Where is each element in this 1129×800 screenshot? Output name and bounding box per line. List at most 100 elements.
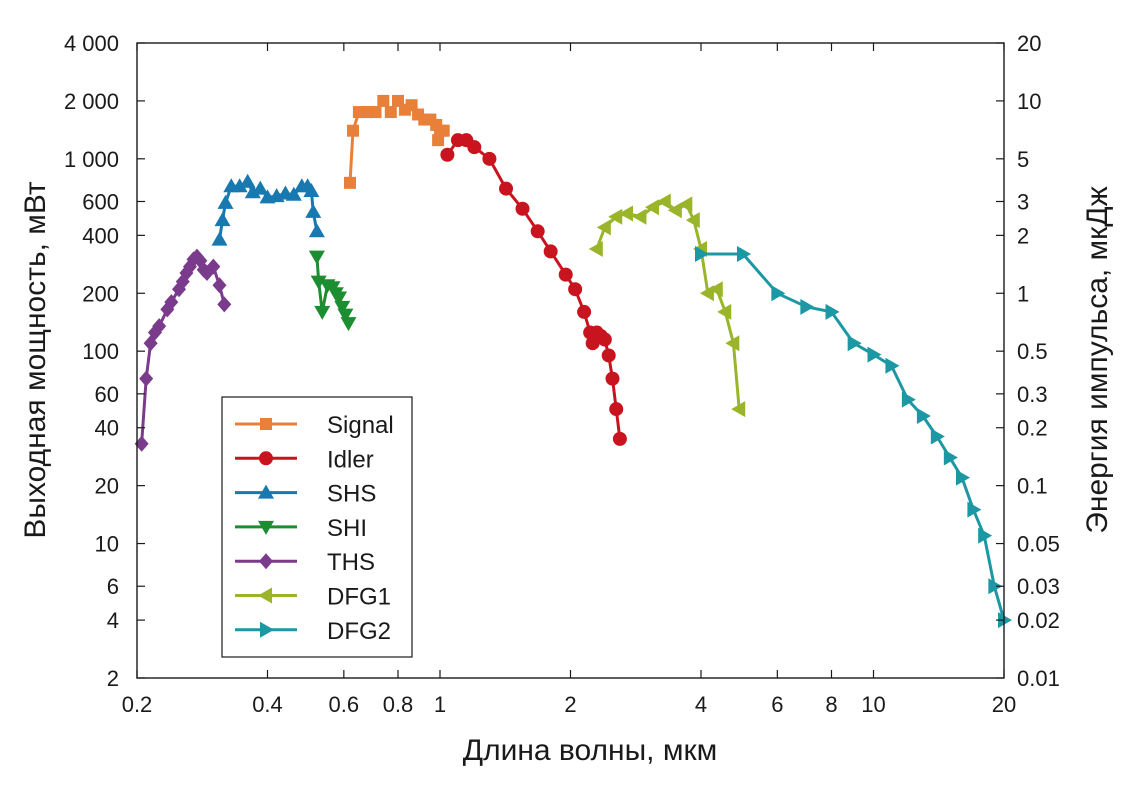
data-point-dfg1 bbox=[632, 208, 647, 225]
data-point-ths bbox=[206, 258, 221, 275]
data-point-shs bbox=[244, 184, 261, 199]
y-tick-label: 2 000 bbox=[64, 89, 119, 114]
y2-tick-label: 0.5 bbox=[1017, 339, 1048, 364]
legend-label-ths: THS bbox=[327, 549, 375, 576]
data-point-dfg1 bbox=[656, 193, 671, 210]
data-point-dfg1 bbox=[588, 240, 603, 257]
data-point-ths bbox=[139, 370, 154, 387]
data-point-dfg2 bbox=[885, 357, 900, 374]
series-ths bbox=[134, 248, 232, 452]
legend-label-dfg2: DFG2 bbox=[327, 618, 391, 645]
data-point-shs bbox=[285, 186, 302, 201]
data-point-signal bbox=[377, 94, 390, 107]
legend-label-signal: Signal bbox=[327, 412, 394, 439]
data-point-dfg1 bbox=[618, 205, 633, 222]
data-point-shi bbox=[314, 305, 331, 320]
data-point-idler bbox=[440, 147, 455, 162]
data-point-idler bbox=[609, 402, 624, 417]
data-point-signal bbox=[369, 106, 382, 119]
data-point-shs bbox=[303, 183, 320, 198]
data-point-shi bbox=[337, 308, 354, 323]
data-point-dfg2 bbox=[737, 246, 752, 263]
data-point-signal bbox=[432, 134, 445, 147]
data-point-shi bbox=[340, 317, 357, 332]
data-point-dfg2 bbox=[967, 501, 982, 518]
data-point-dfg1 bbox=[596, 219, 611, 236]
data-point-shi bbox=[331, 291, 348, 306]
data-point-ths bbox=[164, 294, 179, 311]
data-point-dfg2 bbox=[847, 335, 862, 352]
data-point-shs bbox=[211, 231, 228, 246]
data-point-dfg2 bbox=[694, 246, 709, 263]
y2-tick-label: 20 bbox=[1017, 31, 1041, 56]
y2-tick-label: 0.3 bbox=[1017, 382, 1048, 407]
series-idler bbox=[440, 133, 627, 446]
y-tick-label: 6 bbox=[107, 574, 119, 599]
data-point-idler bbox=[515, 201, 530, 216]
data-point-shs bbox=[214, 212, 231, 227]
y-tick-label: 1 000 bbox=[64, 147, 119, 172]
series-signal bbox=[344, 94, 450, 189]
data-point-shs bbox=[305, 203, 322, 218]
data-point-idler bbox=[601, 348, 616, 363]
legend-marker-signal bbox=[260, 418, 272, 430]
y-tick-label: 4 bbox=[107, 608, 119, 633]
y-tick-label: 100 bbox=[82, 339, 119, 364]
y-tick-label: 20 bbox=[95, 474, 119, 499]
y2-tick-label: 5 bbox=[1017, 147, 1029, 172]
x-tick-label: 0.2 bbox=[122, 692, 153, 717]
y-tick-label: 400 bbox=[82, 223, 119, 248]
data-point-dfg2 bbox=[988, 578, 1003, 595]
series-shi bbox=[308, 250, 357, 332]
data-point-dfg2 bbox=[978, 527, 993, 544]
data-point-dfg2 bbox=[867, 346, 882, 363]
data-point-dfg1 bbox=[725, 335, 740, 352]
y2-tick-label: 0.03 bbox=[1017, 574, 1060, 599]
data-point-dfg1 bbox=[685, 212, 700, 229]
data-point-idler bbox=[568, 282, 583, 297]
legend: Signal Idler SHS SHI THS DFG1 DFG2 bbox=[221, 396, 413, 658]
data-point-dfg2 bbox=[916, 408, 931, 425]
y2-tick-label: 2 bbox=[1017, 223, 1029, 248]
data-point-shs bbox=[252, 180, 269, 195]
data-point-dfg2 bbox=[943, 449, 958, 466]
series-dfg2 bbox=[694, 246, 1012, 629]
data-point-dfg1 bbox=[731, 401, 746, 418]
data-point-idler bbox=[467, 140, 482, 155]
x-tick-label: 0.8 bbox=[383, 692, 414, 717]
legend-label-idler: Idler bbox=[327, 446, 374, 473]
data-point-dfg1 bbox=[717, 303, 732, 320]
data-point-ths bbox=[152, 318, 167, 335]
data-point-dfg2 bbox=[998, 612, 1012, 629]
data-point-signal bbox=[384, 106, 397, 119]
y2-axis-title: Энергия импульса, мкДж bbox=[1081, 186, 1114, 533]
y2-tick-label: 0.01 bbox=[1017, 666, 1060, 691]
y2-tick-label: 0.02 bbox=[1017, 608, 1060, 633]
y-tick-label: 60 bbox=[95, 382, 119, 407]
data-point-ths bbox=[134, 435, 149, 452]
y2-tick-label: 0.2 bbox=[1017, 416, 1048, 441]
data-point-dfg1 bbox=[645, 199, 660, 216]
data-point-idler bbox=[543, 244, 558, 259]
data-point-shs bbox=[308, 223, 325, 238]
legend-marker-shs bbox=[258, 484, 274, 499]
data-point-idler bbox=[482, 151, 497, 166]
data-point-idler bbox=[558, 267, 573, 282]
data-point-shi bbox=[308, 250, 325, 265]
y-axis-title: Выходная мощность, мВт bbox=[19, 181, 52, 539]
data-point-signal bbox=[405, 99, 418, 112]
legend-label-shi: SHI bbox=[327, 515, 367, 542]
x-tick-label: 4 bbox=[695, 692, 707, 717]
legend-label-dfg1: DFG1 bbox=[327, 584, 391, 611]
data-point-dfg2 bbox=[901, 391, 916, 408]
data-point-ths bbox=[217, 296, 232, 313]
y-tick-label: 4 000 bbox=[64, 31, 119, 56]
data-point-dfg2 bbox=[955, 469, 970, 486]
legend-marker-ths bbox=[259, 553, 273, 570]
x-tick-label: 2 bbox=[564, 692, 576, 717]
y2-tick-label: 3 bbox=[1017, 189, 1029, 214]
data-point-dfg1 bbox=[678, 196, 693, 213]
data-point-shs bbox=[217, 194, 234, 209]
data-point-signal bbox=[344, 176, 357, 189]
